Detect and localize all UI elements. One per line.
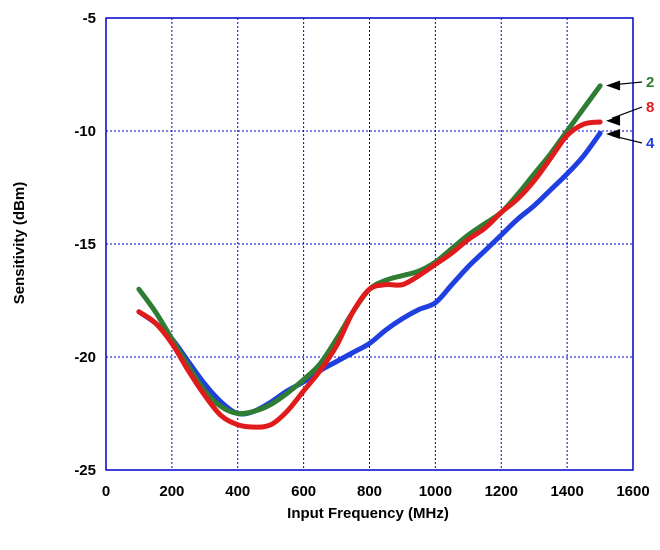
y-tick-label: -10 — [74, 123, 96, 140]
y-tick-label: -25 — [74, 462, 96, 479]
callout-label: 8 — [646, 99, 654, 116]
callout-leader — [611, 106, 643, 119]
x-tick-label: 1400 — [550, 483, 583, 500]
callout-arrowhead — [606, 80, 621, 91]
x-axis-ticks: 0 200 400 600 800 1000 1200 1400 1600 — [102, 483, 650, 500]
x-tick-label: 200 — [159, 483, 184, 500]
series-layer — [136, 83, 603, 430]
x-tick-label: 1000 — [419, 483, 452, 500]
callout-arrowhead — [606, 129, 621, 140]
x-tick-label: 1600 — [616, 483, 649, 500]
y-tick-label: -20 — [74, 349, 96, 366]
callout-layer: 2 8 4 — [606, 74, 655, 152]
plot-frame — [105, 17, 634, 471]
callout-arrowhead — [606, 115, 621, 126]
y-axis-title: Sensitivity (dBm) — [11, 182, 28, 305]
x-tick-label: 400 — [225, 483, 250, 500]
x-tick-label: 1200 — [485, 483, 518, 500]
y-tick-label: -5 — [83, 10, 96, 27]
series-line-8 — [136, 119, 603, 430]
x-tick-label: 800 — [357, 483, 382, 500]
grid-lines — [106, 18, 633, 470]
series-line-4 — [136, 130, 603, 417]
x-axis-title: Input Frequency (MHz) — [287, 505, 449, 522]
y-tick-label: -15 — [74, 236, 96, 253]
y-axis-ticks: -5 -10 -15 -20 -25 — [74, 10, 96, 479]
callout-label: 4 — [646, 135, 655, 152]
x-tick-label: 0 — [102, 483, 110, 500]
callout-label: 2 — [646, 74, 654, 91]
x-tick-label: 600 — [291, 483, 316, 500]
